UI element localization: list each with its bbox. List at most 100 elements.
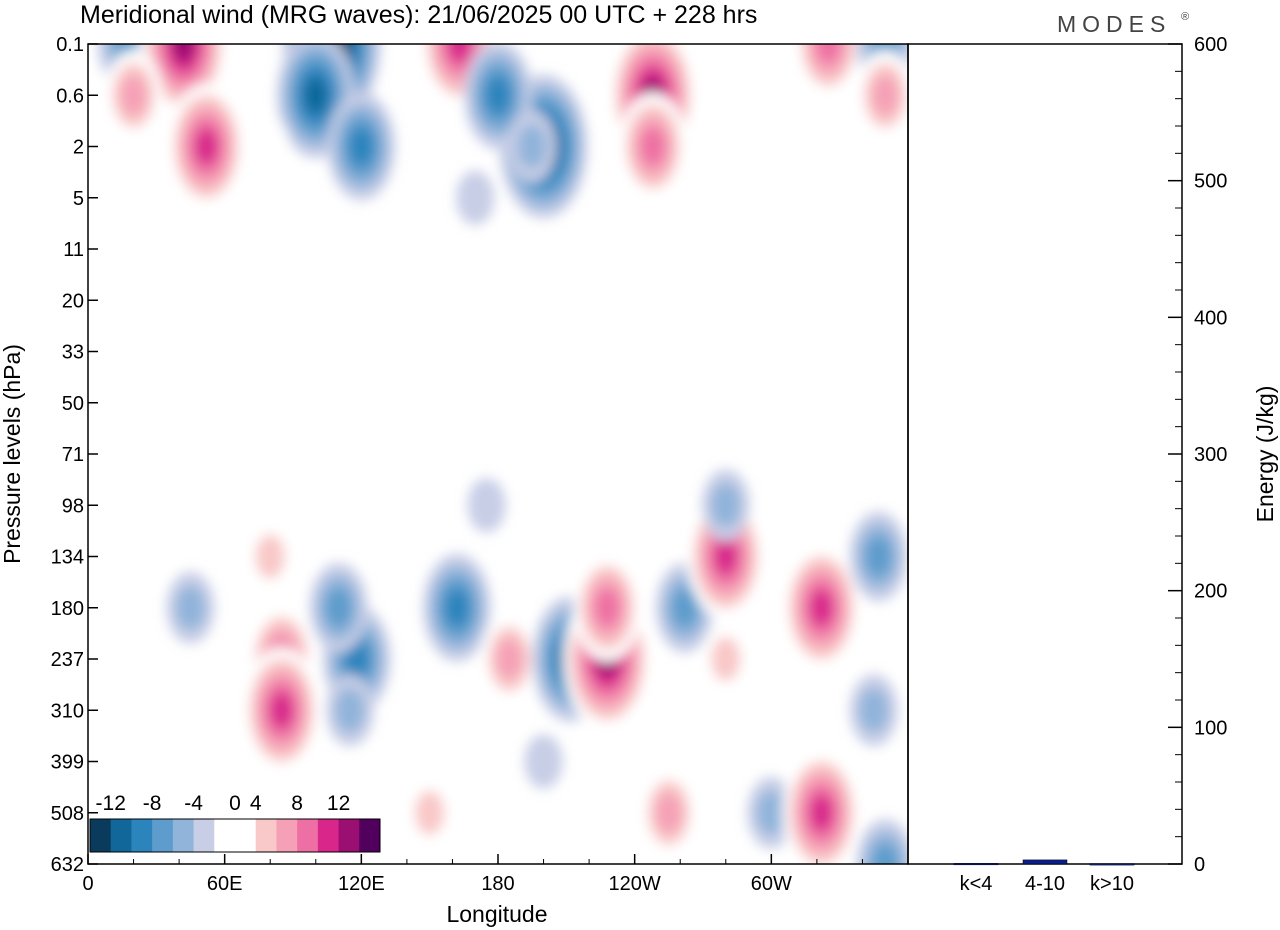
colorbar-swatch — [110, 819, 132, 852]
field-feature — [387, 478, 426, 533]
energy-tick-label: 400 — [1194, 307, 1227, 329]
energy-bars — [953, 859, 1135, 866]
field-feature — [246, 520, 295, 593]
field-feature — [104, 50, 163, 141]
y-tick-label: 134 — [51, 547, 84, 569]
x-tick-label: 0 — [82, 873, 93, 895]
y-axis-label: Pressure levels (hPa) — [0, 344, 25, 564]
field-feature — [242, 647, 321, 774]
colorbar-swatch — [255, 819, 277, 852]
y-tick-label: 71 — [62, 444, 84, 466]
y-tick-label: 237 — [51, 649, 84, 671]
field-feature — [701, 623, 750, 695]
colorbar-swatch — [276, 819, 298, 852]
field-feature — [782, 749, 861, 864]
field-feature — [405, 776, 454, 849]
field-feature — [701, 469, 750, 542]
colorbar-tick-label: 12 — [327, 792, 350, 815]
field-feature — [246, 170, 285, 225]
field-feature — [262, 273, 301, 328]
energy-tick-label: 200 — [1194, 581, 1227, 603]
field-feature — [573, 553, 642, 662]
energy-axis: 0 100 200 300 400 500 600 — [1168, 34, 1227, 876]
colorbar-tick-label: -8 — [143, 792, 162, 815]
field-feature — [480, 614, 539, 704]
y-tick-label: 50 — [62, 393, 84, 415]
field-feature — [508, 110, 557, 183]
y-tick-label: 180 — [51, 598, 84, 620]
field-feature — [467, 478, 506, 533]
field-feature — [684, 222, 722, 276]
wind-field — [88, 44, 908, 864]
field-feature — [125, 529, 164, 584]
field-feature — [794, 44, 863, 98]
y-tick-label: 98 — [62, 495, 84, 517]
x-tick-label: 180 — [481, 873, 514, 895]
field-feature — [524, 734, 563, 789]
field-feature — [251, 119, 290, 174]
y-tick-label: 0.1 — [56, 34, 84, 56]
energy-bar — [1022, 859, 1068, 865]
field-feature — [325, 674, 374, 747]
field-feature — [423, 553, 491, 662]
colorbar-swatch — [235, 819, 257, 852]
energy-categories: k<4 4-10 k>10 — [960, 873, 1134, 895]
colorbar-tick-label: 4 — [250, 792, 262, 815]
field-feature — [166, 571, 215, 644]
y-tick-label: 508 — [51, 803, 84, 825]
colorbar-swatch — [297, 819, 319, 852]
field-feature — [167, 83, 246, 210]
energy-category-label: k>10 — [1090, 873, 1134, 895]
energy-tick-label: 300 — [1194, 444, 1227, 466]
colorbar-swatch — [193, 819, 215, 852]
field-feature — [856, 50, 908, 141]
energy-plot-frame — [907, 43, 1183, 865]
y-tick-label: 11 — [63, 239, 84, 261]
energy-category-label: 4-10 — [1025, 873, 1065, 895]
svg-text:®: ® — [1181, 11, 1189, 23]
energy-tick-label: 0 — [1194, 854, 1205, 876]
energy-category-label: k<4 — [960, 873, 993, 895]
colorbar-swatch — [317, 819, 339, 852]
colorbar-tick-label: -4 — [184, 792, 203, 815]
field-feature — [856, 819, 908, 864]
colorbar: -12 -8 -4 0 4 8 12 — [89, 792, 381, 853]
y-tick-label: 0.6 — [56, 85, 84, 107]
x-tick-label: 60E — [207, 873, 243, 895]
y-tick-label: 5 — [73, 188, 84, 210]
field-feature — [456, 170, 495, 225]
colorbar-swatch — [152, 819, 174, 852]
y-tick-label: 310 — [51, 700, 84, 722]
x-axis-label: Longitude — [446, 901, 547, 927]
energy-axis-label: Energy (J/kg) — [1252, 386, 1278, 523]
svg-text:MODES: MODES — [1057, 11, 1171, 37]
y-tick-label: 632 — [51, 854, 84, 876]
y-tick-label: 33 — [62, 342, 84, 364]
colorbar-swatch — [131, 819, 153, 852]
field-feature — [747, 776, 796, 849]
colorbar-swatch — [214, 819, 236, 852]
chart-title: Meridional wind (MRG waves): 21/06/2025 … — [80, 1, 757, 29]
colorbar-swatch — [172, 819, 194, 852]
field-feature — [849, 511, 908, 602]
field-feature — [618, 92, 687, 201]
x-axis: 0 60E 120E 180 120W 60W — [82, 854, 863, 895]
colorbar-tick-label: 0 — [229, 792, 241, 815]
energy-bar — [953, 863, 999, 866]
field-feature — [639, 767, 698, 858]
y-tick-label: 20 — [62, 290, 84, 312]
colorbar-swatch — [90, 819, 112, 852]
x-tick-label: 60W — [751, 873, 792, 895]
brand-logo: MODES ® — [1057, 11, 1189, 37]
y-tick-label: 2 — [73, 137, 84, 159]
colorbar-tick-label: -12 — [96, 792, 126, 815]
energy-tick-label: 100 — [1194, 717, 1227, 739]
y-axis: 0.1 0.6 2 5 11 20 33 50 71 98 134 180 237 310 399 508 63… — [51, 34, 98, 876]
x-tick-label: 120W — [609, 873, 661, 895]
colorbar-swatch — [338, 819, 360, 852]
energy-tick-label: 500 — [1194, 171, 1227, 193]
colorbar-tick-label: 8 — [291, 792, 303, 815]
field-feature — [327, 92, 396, 201]
y-tick-label: 399 — [51, 752, 84, 774]
